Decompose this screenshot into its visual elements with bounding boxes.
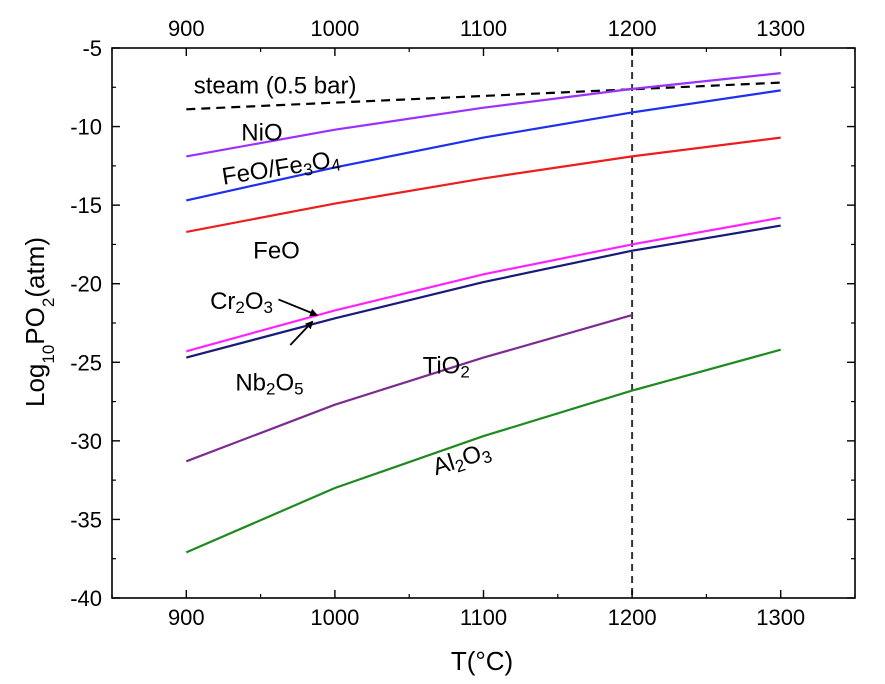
- series-label-feo: FeO: [253, 238, 300, 265]
- x-tick-label: 1200: [608, 605, 657, 630]
- y-tick-label: -35: [70, 507, 102, 532]
- x-tick-label: 1100: [460, 605, 507, 630]
- top-tick-label: 1300: [756, 16, 805, 41]
- plot-border: [111, 47, 856, 599]
- x-tick-label: 1000: [310, 605, 359, 630]
- axis-labels: T(°C) Log10PO2(atm): [20, 237, 513, 676]
- series-line-al2o3: [185, 348, 781, 554]
- y-tick-label: -10: [70, 115, 102, 140]
- series-label-steam-0-5-bar: steam (0.5 bar): [194, 73, 357, 100]
- y-axis-title: Log10PO2(atm): [20, 237, 58, 407]
- x-axis-title: T(°C): [451, 646, 513, 676]
- series-label-al2o3: Al2O3: [429, 437, 494, 483]
- y-tick-label: -20: [70, 272, 102, 297]
- series-label-feo-fe3o4: FeO/Fe3O4: [220, 145, 342, 192]
- top-tick-label: 1200: [608, 16, 657, 41]
- series-line-feo: [186, 136, 781, 233]
- series-line-steam-0-5-bar: [186, 81, 781, 111]
- plot-frame: [111, 47, 856, 599]
- series-line-cr2o3: [186, 216, 781, 353]
- series-line-tio2: [185, 314, 633, 463]
- series-label-tio2: TiO2: [423, 352, 470, 381]
- annotation-arrow: [278, 298, 318, 317]
- ticks-layer: 900 1000 1100 1200 1300 900 1000 1100 1200 1300 -4…: [70, 16, 856, 630]
- top-tick-label: 1000: [310, 16, 359, 41]
- series-line-feo-fe3o4: [186, 89, 781, 202]
- y-tick-label: -25: [70, 350, 102, 375]
- y-tick-label: -40: [70, 586, 102, 611]
- x-tick-label: 900: [168, 605, 205, 630]
- series-label-nb2o5: Nb2O5: [235, 370, 303, 399]
- annotation-arrow: [289, 320, 314, 346]
- y-tick-label: -5: [82, 36, 102, 61]
- y-tick-label: -15: [70, 193, 102, 218]
- x-tick-label: 1300: [756, 605, 805, 630]
- y-tick-label: -30: [70, 429, 102, 454]
- top-tick-label: 1100: [460, 16, 507, 41]
- series-layer: [185, 72, 781, 554]
- series-line-nb2o5: [186, 224, 781, 359]
- series-line-nio: [186, 72, 781, 158]
- top-tick-label: 900: [168, 16, 205, 41]
- series-label-nio: NiO: [241, 120, 282, 147]
- series-label-cr2o3: Cr2O3: [210, 288, 273, 317]
